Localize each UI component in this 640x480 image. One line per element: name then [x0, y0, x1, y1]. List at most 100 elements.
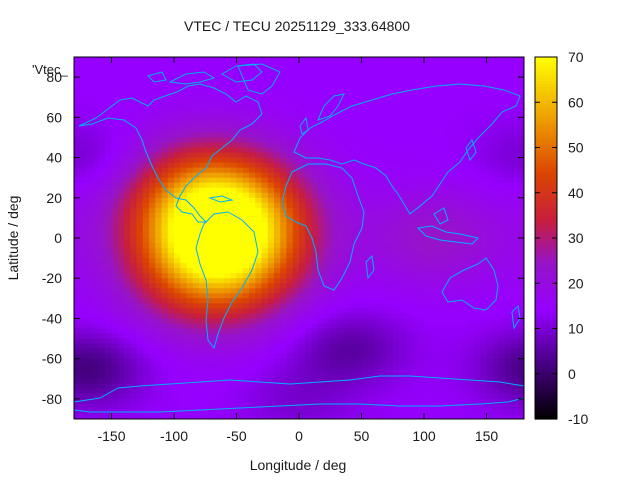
heatmap-cell: [436, 248, 444, 254]
heatmap-cell: [499, 393, 506, 400]
heatmap-cell: [117, 398, 125, 405]
heatmap-cell: [467, 132, 475, 139]
heatmap-cell: [386, 72, 394, 78]
heatmap-cell: [111, 97, 119, 103]
heatmap-cell: [174, 318, 181, 325]
heatmap-cell: [499, 107, 506, 113]
heatmap-cell: [205, 97, 213, 103]
heatmap-cell: [405, 353, 413, 360]
heatmap-cell: [274, 253, 281, 259]
heatmap-cell: [374, 268, 381, 274]
heatmap-cell: [505, 132, 513, 139]
heatmap-cell: [361, 97, 369, 103]
heatmap-cell: [86, 177, 94, 184]
heatmap-cell: [342, 107, 350, 113]
heatmap-cell: [430, 222, 438, 229]
heatmap-cell: [330, 348, 338, 355]
heatmap-cell: [217, 82, 225, 88]
heatmap-cell: [430, 338, 438, 345]
heatmap-cell: [167, 102, 175, 108]
heatmap-cell: [174, 102, 181, 108]
heatmap-cell: [249, 152, 256, 159]
heatmap-cell: [399, 72, 406, 78]
heatmap-cell: [386, 328, 394, 335]
heatmap-cell: [436, 202, 444, 209]
heatmap-cell: [299, 142, 306, 149]
heatmap-cell: [367, 207, 375, 214]
heatmap-cell: [336, 398, 344, 405]
heatmap-cell: [230, 182, 238, 189]
heatmap-cell: [480, 263, 488, 269]
heatmap-cell: [242, 358, 250, 365]
heatmap-cell: [280, 293, 288, 299]
heatmap-cell: [330, 273, 338, 279]
heatmap-cell: [211, 348, 219, 355]
heatmap-cell: [417, 62, 425, 68]
heatmap-cell: [455, 318, 463, 325]
heatmap-cell: [255, 77, 263, 83]
heatmap-cell: [111, 197, 119, 204]
heatmap-cell: [99, 122, 106, 128]
heatmap-cell: [449, 227, 456, 234]
heatmap-cell: [311, 373, 319, 380]
heatmap-cell: [349, 293, 356, 299]
heatmap-cell: [317, 268, 325, 274]
heatmap-cell: [342, 217, 350, 224]
heatmap-cell: [299, 253, 306, 259]
heatmap-cell: [217, 107, 225, 113]
heatmap-cell: [424, 398, 431, 405]
heatmap-cell: [211, 333, 219, 340]
heatmap-cell: [236, 383, 244, 390]
heatmap-cell: [436, 293, 444, 299]
heatmap-cell: [286, 82, 294, 88]
heatmap-cell: [217, 278, 225, 284]
heatmap-cell: [474, 132, 481, 139]
heatmap-cell: [455, 97, 463, 103]
heatmap-cell: [180, 147, 188, 154]
heatmap-cell: [311, 77, 319, 83]
heatmap-cell: [405, 283, 413, 289]
heatmap-cell: [436, 358, 444, 365]
heatmap-cell: [99, 107, 106, 113]
heatmap-cell: [274, 217, 281, 224]
heatmap-cell: [92, 77, 100, 83]
heatmap-cell: [455, 373, 463, 380]
heatmap-cell: [486, 117, 494, 123]
heatmap-cell: [324, 308, 331, 315]
heatmap-cell: [249, 197, 256, 204]
heatmap-cell: [180, 243, 188, 249]
heatmap-cell: [217, 72, 225, 78]
heatmap-cell: [99, 348, 106, 355]
heatmap-cell: [455, 273, 463, 279]
heatmap-cell: [336, 177, 344, 184]
heatmap-cell: [511, 77, 519, 83]
heatmap-cell: [517, 308, 524, 315]
heatmap-cell: [111, 157, 119, 164]
heatmap-cell: [330, 258, 338, 264]
heatmap-cell: [305, 92, 313, 98]
heatmap-cell: [124, 222, 131, 229]
heatmap-cell: [167, 127, 175, 134]
heatmap-cell: [311, 177, 319, 184]
heatmap-cell: [492, 62, 500, 68]
heatmap-cell: [474, 278, 481, 284]
heatmap-cell: [236, 142, 244, 149]
heatmap-cell: [367, 348, 375, 355]
heatmap-cell: [236, 248, 244, 254]
heatmap-cell: [124, 157, 131, 164]
heatmap-cell: [336, 358, 344, 365]
heatmap-cell: [361, 393, 369, 400]
heatmap-cell: [305, 222, 313, 229]
heatmap-cell: [286, 358, 294, 365]
heatmap-cell: [292, 177, 300, 184]
heatmap-cell: [505, 393, 513, 400]
heatmap-cell: [461, 147, 469, 154]
heatmap-cell: [280, 313, 288, 320]
heatmap-cell: [430, 172, 438, 179]
heatmap-cell: [286, 318, 294, 325]
heatmap-cell: [130, 298, 138, 304]
heatmap-cell: [261, 107, 269, 113]
heatmap-cell: [255, 217, 263, 224]
heatmap-cell: [311, 202, 319, 209]
heatmap-cell: [261, 258, 269, 264]
